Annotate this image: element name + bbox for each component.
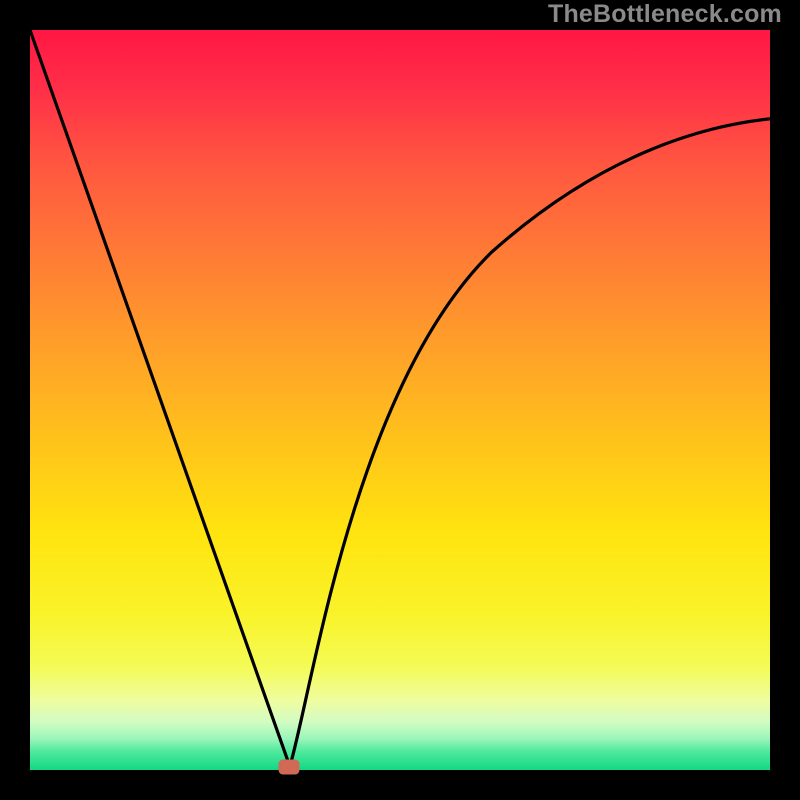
bottleneck-chart <box>0 0 800 800</box>
plot-background <box>30 30 770 770</box>
watermark-text: TheBottleneck.com <box>548 0 782 29</box>
optimum-marker <box>279 760 299 774</box>
